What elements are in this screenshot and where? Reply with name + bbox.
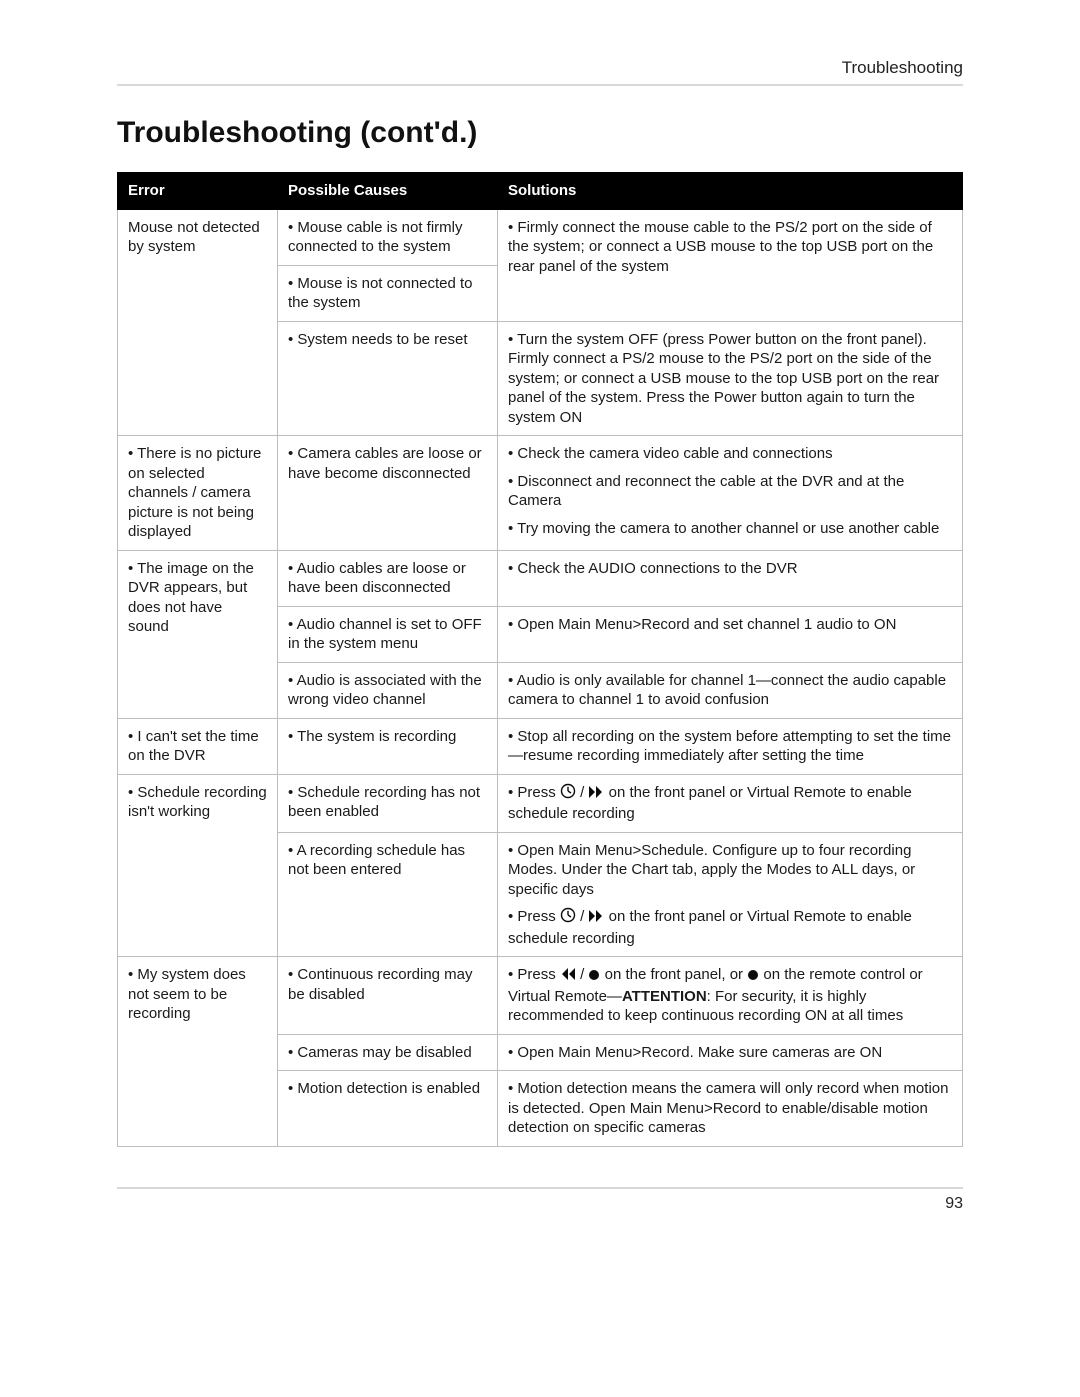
section-header: Troubleshooting: [117, 58, 963, 78]
cell-solution: • Open Main Menu>Record. Make sure camer…: [498, 1034, 963, 1071]
cell-error: • Schedule recording isn't working: [118, 774, 278, 957]
cell-cause: • Motion detection is enabled: [278, 1071, 498, 1147]
header-rule: [117, 84, 963, 86]
record-dot-icon: [588, 967, 600, 987]
clock-icon: [560, 907, 576, 929]
document-page: Troubleshooting Troubleshooting (cont'd.…: [0, 0, 1080, 1397]
slash-text: /: [580, 784, 588, 801]
table-row: Mouse not detected by system • Mouse cab…: [118, 209, 963, 265]
cell-cause: • System needs to be reset: [278, 321, 498, 436]
solution-line: • Disconnect and reconnect the cable at …: [508, 472, 952, 511]
cell-solution: • Open Main Menu>Record and set channel …: [498, 606, 963, 662]
cell-error: • My system does not seem to be recordin…: [118, 957, 278, 1147]
cell-solution: • Press / on the front panel or Virtual …: [498, 774, 963, 832]
solution-text: on the front panel, or: [605, 966, 748, 983]
attention-label: ATTENTION: [622, 988, 707, 1005]
cell-solution: • Motion detection means the camera will…: [498, 1071, 963, 1147]
cell-cause: • Cameras may be disabled: [278, 1034, 498, 1071]
cell-error: • There is no picture on selected channe…: [118, 436, 278, 551]
cell-cause: • Schedule recording has not been enable…: [278, 774, 498, 832]
table-row: • The image on the DVR appears, but does…: [118, 550, 963, 606]
table-row: • My system does not seem to be recordin…: [118, 957, 963, 1035]
page-title: Troubleshooting (cont'd.): [117, 116, 963, 150]
cell-error: • I can't set the time on the DVR: [118, 718, 278, 774]
cell-solution: • Firmly connect the mouse cable to the …: [498, 209, 963, 321]
page-number: 93: [117, 1195, 963, 1213]
troubleshooting-table: Error Possible Causes Solutions Mouse no…: [117, 172, 963, 1147]
cell-cause: • Camera cables are loose or have become…: [278, 436, 498, 551]
footer-rule: [117, 1187, 963, 1189]
table-header-row: Error Possible Causes Solutions: [118, 173, 963, 210]
solution-line: • Check the camera video cable and conne…: [508, 444, 952, 464]
cell-solution: • Turn the system OFF (press Power butto…: [498, 321, 963, 436]
table-row: • I can't set the time on the DVR • The …: [118, 718, 963, 774]
solution-text: • Press: [508, 966, 560, 983]
rewind-icon: [560, 967, 576, 987]
cell-error: Mouse not detected by system: [118, 209, 278, 436]
fast-forward-icon: [588, 909, 604, 929]
cell-solution: • Stop all recording on the system befor…: [498, 718, 963, 774]
cell-cause: • Mouse is not connected to the system: [278, 265, 498, 321]
cell-cause: • Audio is associated with the wrong vid…: [278, 662, 498, 718]
col-header-causes: Possible Causes: [278, 173, 498, 210]
cell-solution: • Open Main Menu>Schedule. Configure up …: [498, 832, 963, 957]
clock-icon: [560, 783, 576, 805]
cell-solution: • Check the camera video cable and conne…: [498, 436, 963, 551]
cell-cause: • A recording schedule has not been ente…: [278, 832, 498, 957]
solution-text: • Press: [508, 784, 560, 801]
cell-solution: • Audio is only available for channel 1—…: [498, 662, 963, 718]
cell-cause: • Audio channel is set to OFF in the sys…: [278, 606, 498, 662]
table-row: • There is no picture on selected channe…: [118, 436, 963, 551]
col-header-error: Error: [118, 173, 278, 210]
solution-line: • Try moving the camera to another chann…: [508, 519, 952, 539]
slash-text: /: [580, 908, 588, 925]
cell-cause: • Mouse cable is not firmly connected to…: [278, 209, 498, 265]
fast-forward-icon: [588, 785, 604, 805]
table-row: • Schedule recording isn't working • Sch…: [118, 774, 963, 832]
cell-cause: • Audio cables are loose or have been di…: [278, 550, 498, 606]
cell-cause: • The system is recording: [278, 718, 498, 774]
slash-text: /: [580, 966, 588, 983]
cell-cause: • Continuous recording may be disabled: [278, 957, 498, 1035]
solution-text: • Press: [508, 908, 560, 925]
cell-solution: • Press / on the front panel, or on the …: [498, 957, 963, 1035]
cell-solution: • Check the AUDIO connections to the DVR: [498, 550, 963, 606]
cell-error: • The image on the DVR appears, but does…: [118, 550, 278, 718]
solution-line: • Open Main Menu>Schedule. Configure up …: [508, 841, 952, 900]
record-dot-icon: [747, 967, 759, 987]
solution-line: • Press / on the front panel or Virtual …: [508, 907, 952, 948]
col-header-solutions: Solutions: [498, 173, 963, 210]
